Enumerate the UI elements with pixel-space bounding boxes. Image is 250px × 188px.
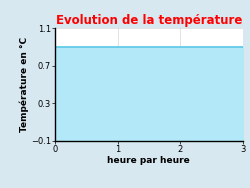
Y-axis label: Température en °C: Température en °C <box>20 37 29 132</box>
Title: Evolution de la température: Evolution de la température <box>56 14 242 27</box>
X-axis label: heure par heure: heure par heure <box>108 155 190 164</box>
